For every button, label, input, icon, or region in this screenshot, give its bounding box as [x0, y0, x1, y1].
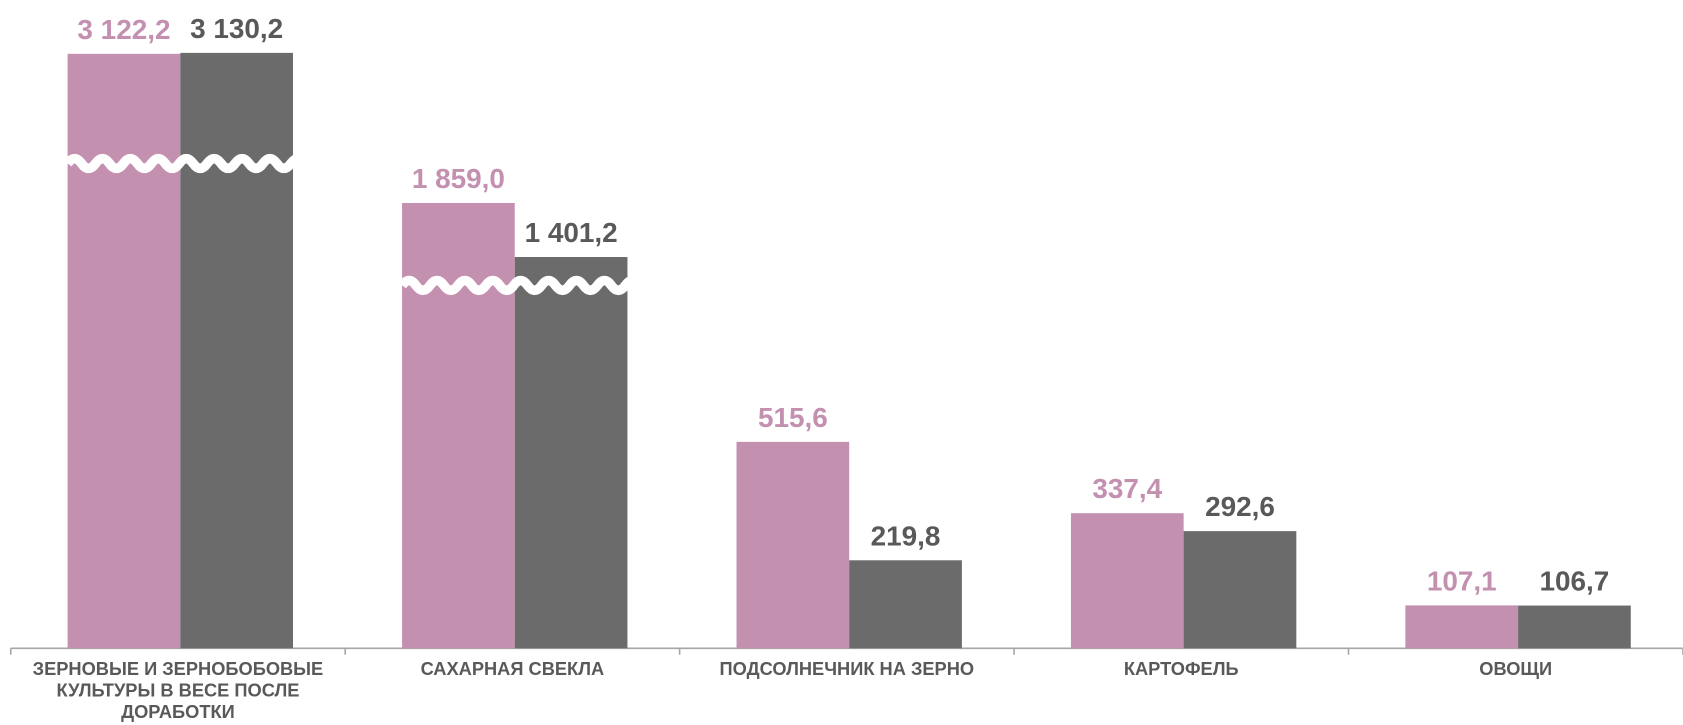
value-label: 3 122,2 [77, 14, 170, 45]
bar [1405, 605, 1519, 649]
value-label: 1 401,2 [525, 217, 618, 248]
x-tick-label: КАРТОФЕЛЬ [1123, 659, 1239, 680]
x-tick-label: ОВОЩИ [1479, 659, 1553, 680]
bar [67, 53, 181, 649]
value-label: 107,1 [1427, 565, 1497, 596]
value-label: 3 130,2 [190, 13, 283, 44]
x-tick-label: ПОДСОЛНЕЧНИК НА ЗЕРНО [719, 659, 975, 680]
bar [180, 52, 294, 649]
value-label: 219,8 [871, 520, 941, 551]
axis-break [63, 153, 323, 174]
value-label: 106,7 [1540, 566, 1610, 597]
bar [402, 202, 515, 649]
axis-break [398, 275, 658, 296]
value-label: 337,4 [1092, 473, 1162, 504]
bar [1183, 531, 1297, 649]
bar [849, 560, 962, 649]
bar [514, 257, 628, 649]
bar [1070, 513, 1184, 649]
bar [736, 441, 850, 649]
x-tick-label: ЗЕРНОВЫЕ И ЗЕРНОБОБОВЫЕ КУЛЬТУРЫ В ВЕСЕ … [32, 659, 324, 723]
bar [1518, 605, 1631, 649]
value-label: 292,6 [1205, 491, 1275, 522]
x-tick-label: САХАРНАЯ СВЕКЛА [420, 659, 605, 680]
value-label: 515,6 [758, 402, 828, 433]
value-label: 1 859,0 [412, 163, 505, 194]
